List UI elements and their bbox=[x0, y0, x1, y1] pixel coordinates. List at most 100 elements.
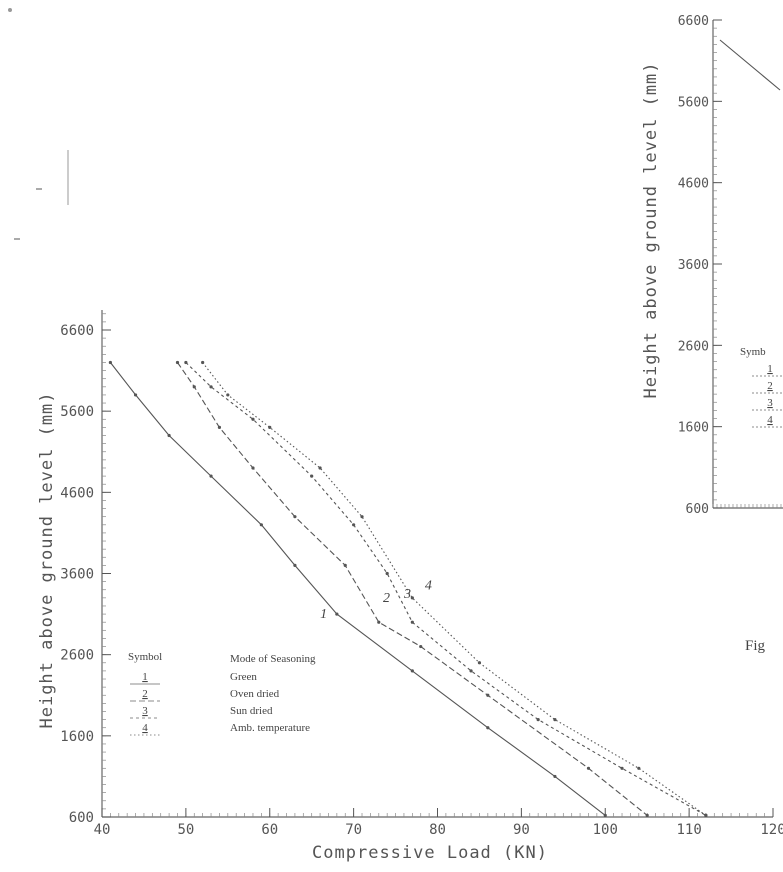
chart-2-legend-symbol-3: 3 bbox=[767, 397, 773, 409]
x-tick-label: 100 bbox=[593, 822, 618, 838]
series-point-1 bbox=[209, 474, 213, 478]
series-point-1 bbox=[167, 433, 171, 438]
figure-caption: Fig bbox=[745, 638, 766, 654]
legend-name-1: Green bbox=[230, 671, 257, 683]
chart-2: 600 1600 2600 3600 4600 5600 6600 Height above… bbox=[641, 14, 783, 517]
legend-symbol-1: 1 bbox=[142, 671, 148, 683]
series-point-2 bbox=[419, 644, 423, 649]
legend-symbol-2: 2 bbox=[142, 688, 148, 700]
series-point-3 bbox=[410, 620, 414, 624]
chart-2-y-axis-label: Height above ground level (mm) bbox=[641, 61, 661, 398]
scan-mark bbox=[14, 238, 20, 240]
curve-label-3: 3 bbox=[403, 587, 411, 602]
chart-2-y-tick-label: 600 bbox=[686, 502, 709, 517]
scan-mark bbox=[67, 150, 69, 205]
x-tick-label: 120 bbox=[760, 822, 783, 838]
series-point-1 bbox=[133, 393, 138, 397]
chart-2-legend: Symb 1 2 3 4 bbox=[740, 346, 783, 428]
series-point-4 bbox=[637, 766, 641, 770]
series-point-2 bbox=[251, 466, 255, 470]
y-tick-label: 4600 bbox=[60, 485, 94, 501]
chart-2-legend-header: Symb bbox=[740, 346, 766, 358]
series-point-2 bbox=[293, 515, 297, 519]
series-point-3 bbox=[536, 718, 540, 722]
curve-label-2: 2 bbox=[383, 591, 390, 606]
series-point-2 bbox=[377, 620, 381, 624]
chart-2-axes bbox=[712, 20, 783, 509]
series-point-3 bbox=[184, 360, 188, 365]
chart-2-y-tick-label: 1600 bbox=[678, 421, 709, 436]
series-point-1 bbox=[603, 813, 607, 817]
chart-2-series-line bbox=[719, 39, 781, 91]
series-point-2 bbox=[586, 766, 591, 770]
x-tick-label: 50 bbox=[177, 822, 194, 838]
x-tick-label: 80 bbox=[429, 822, 446, 838]
series-point-1 bbox=[259, 523, 263, 527]
y-tick-label: 3600 bbox=[60, 567, 94, 583]
chart-2-ticks: 600 1600 2600 3600 4600 5600 6600 bbox=[678, 14, 782, 517]
series-point-3 bbox=[469, 669, 473, 673]
chart-1-curve-labels: 1 2 34 bbox=[320, 579, 432, 622]
legend-symbol-4: 4 bbox=[142, 722, 148, 734]
x-tick-label: 60 bbox=[261, 822, 278, 838]
chart-2-y-tick-label: 3600 bbox=[678, 258, 709, 273]
series-point-1 bbox=[486, 726, 490, 730]
series-line-1 bbox=[109, 362, 606, 816]
series-point-4 bbox=[318, 466, 322, 470]
series-point-2 bbox=[192, 385, 196, 389]
y-tick-label: 5600 bbox=[60, 404, 94, 420]
series-point-4 bbox=[477, 661, 482, 665]
series-point-3 bbox=[251, 417, 255, 421]
scan-mark bbox=[36, 188, 42, 190]
chart-1-axes bbox=[101, 310, 773, 818]
y-tick-label: 6600 bbox=[60, 323, 94, 339]
chart-2-y-tick-label: 5600 bbox=[678, 95, 709, 110]
series-line-3 bbox=[185, 362, 707, 816]
chart-2-y-tick-label: 4600 bbox=[678, 177, 709, 192]
legend-symbol-3: 3 bbox=[142, 705, 148, 717]
series-point-1 bbox=[335, 612, 339, 616]
series-line-4 bbox=[202, 362, 707, 816]
series-point-4 bbox=[704, 813, 708, 817]
series-point-2 bbox=[486, 693, 490, 697]
legend-header-mode: Mode of Seasoning bbox=[230, 653, 316, 665]
series-point-3 bbox=[620, 766, 624, 770]
series-point-1 bbox=[410, 669, 414, 673]
legend-header-symbol: Symbol bbox=[128, 651, 162, 663]
chart-2-y-tick-label: 2600 bbox=[678, 339, 709, 354]
y-tick-label: 1600 bbox=[60, 729, 94, 745]
series-point-1 bbox=[553, 774, 557, 779]
series-point-3 bbox=[352, 523, 356, 527]
y-tick-label: 600 bbox=[69, 810, 94, 826]
legend-name-2: Oven dried bbox=[230, 688, 280, 700]
series-point-4 bbox=[268, 425, 272, 429]
legend-name-3: Sun dried bbox=[230, 705, 273, 717]
chart-2-legend-symbol-4: 4 bbox=[767, 414, 773, 426]
legend-name-4: Amb. temperature bbox=[230, 722, 310, 734]
series-line-2 bbox=[177, 362, 648, 816]
scan-dot bbox=[8, 8, 12, 12]
series-point-2 bbox=[217, 425, 222, 429]
series-point-4 bbox=[226, 393, 230, 397]
legend: Symbol Mode of Seasoning 1 Green 2 Oven dri… bbox=[128, 651, 316, 736]
series-point-1 bbox=[108, 360, 112, 365]
x-tick-label: 110 bbox=[676, 822, 701, 838]
chart-1-series bbox=[108, 360, 708, 817]
chart-2-legend-rows: 1 2 3 4 bbox=[752, 363, 783, 428]
chart-2-y-tick-label: 6600 bbox=[678, 14, 709, 29]
series-point-4 bbox=[553, 718, 557, 722]
legend-rows: 1 Green 2 Oven dried 3 Sun dried 4 Amb. tempera… bbox=[130, 671, 310, 736]
curve-label-4: 4 bbox=[425, 579, 432, 594]
x-axis-label: Compressive Load (KN) bbox=[312, 843, 548, 863]
y-axis-label: Height above ground level (mm) bbox=[37, 391, 57, 728]
series-point-4 bbox=[201, 360, 205, 365]
curve-label-1: 1 bbox=[320, 607, 327, 622]
series-point-3 bbox=[209, 385, 213, 389]
chart-2-series bbox=[719, 39, 781, 91]
series-point-2 bbox=[645, 813, 649, 817]
chart-2-legend-symbol-2: 2 bbox=[767, 380, 773, 392]
series-point-3 bbox=[385, 571, 389, 576]
